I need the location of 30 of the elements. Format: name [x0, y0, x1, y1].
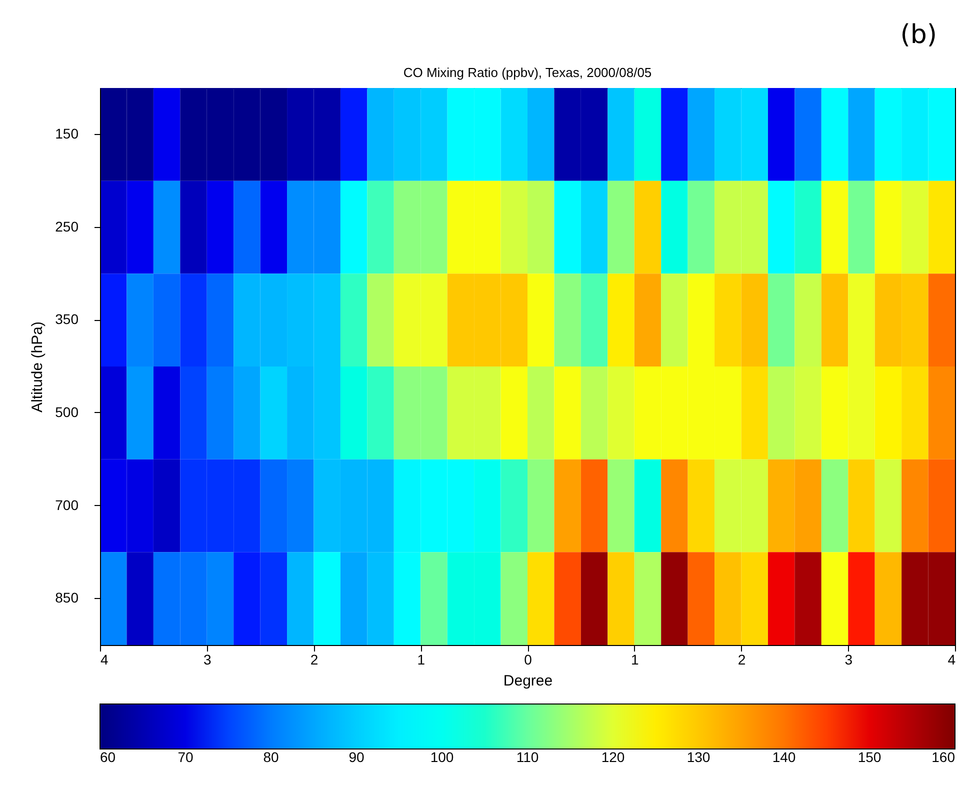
color-bar-label: 90	[348, 749, 364, 765]
x-tick-label: 0	[524, 652, 532, 668]
color-bar-label: 100	[430, 749, 454, 765]
x-tick-label: 4	[100, 652, 108, 668]
y-tick-label: 700	[55, 496, 79, 513]
text: (b)	[900, 20, 937, 50]
x-tick-label: 3	[844, 652, 853, 668]
x-axis-title: Degree	[503, 672, 553, 690]
x-tick-label: 1	[630, 652, 639, 668]
color-bar-label: 120	[601, 749, 625, 765]
chart-title: CO Mixing Ratio (ppbv), Texas, 2000/08/05	[403, 65, 652, 80]
y-tick-label: 250	[55, 218, 79, 234]
color-bar-label: 110	[516, 749, 539, 765]
x-tick-label: 2	[738, 652, 746, 668]
color-bar-label: 70	[178, 749, 194, 765]
color-bar-label: 60	[100, 749, 116, 765]
y-axis-title: Altitude (hPa)	[29, 322, 46, 412]
x-tick-label: 4	[948, 652, 956, 668]
y-tick-label: 150	[55, 125, 79, 142]
y-tick-label: 850	[55, 590, 79, 606]
color-bar-label: 80	[263, 749, 279, 765]
color-bar-label: 160	[932, 749, 956, 765]
color-bar-label: 140	[772, 749, 796, 765]
x-tick-label: 3	[203, 652, 212, 668]
y-tick-label: 350	[55, 311, 79, 328]
color-bar-label: 130	[686, 749, 710, 765]
x-tick-label: 1	[417, 652, 426, 668]
x-tick-label: 2	[310, 652, 318, 668]
y-tick-label: 500	[55, 404, 79, 420]
color-bar-label: 150	[858, 749, 882, 765]
